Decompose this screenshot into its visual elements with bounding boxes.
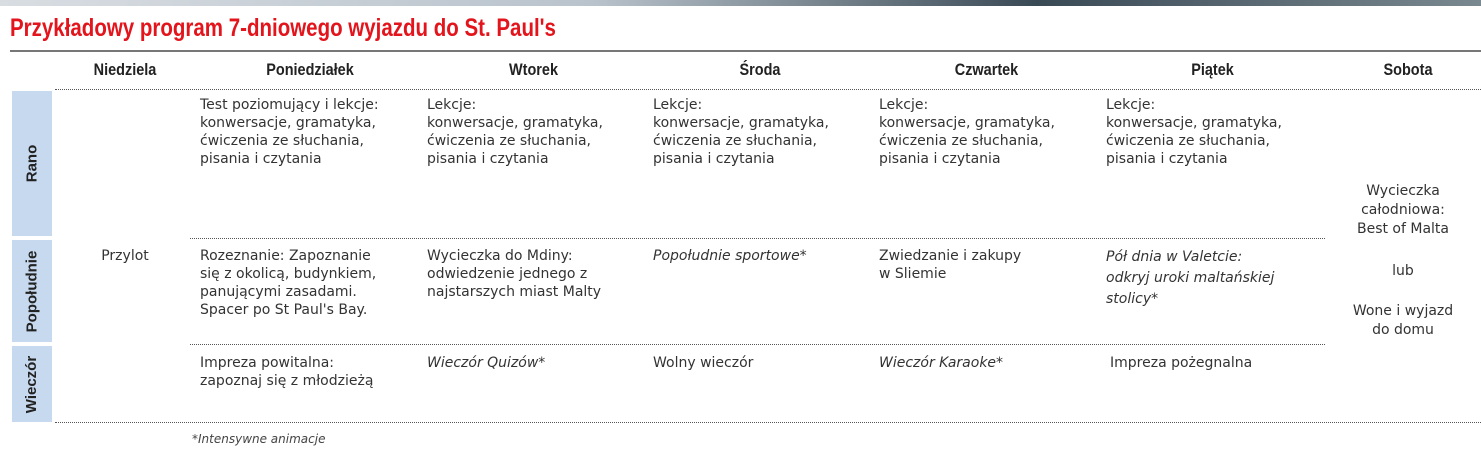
footnote: *Intensywne animacje bbox=[192, 432, 326, 446]
cell-pop-sr: Popołudnie sportowe* bbox=[653, 248, 807, 264]
header-sobota: Sobota bbox=[1383, 60, 1433, 79]
cell-pop-pon: Rozeznanie: Zapoznanie się z okolicą, bu… bbox=[200, 248, 377, 318]
row-divider bbox=[55, 422, 1481, 423]
cell-pop-pt: Pół dnia w Valetcie: odkryj uroki maltań… bbox=[1106, 249, 1275, 307]
cell-wiecz-pt: Impreza pożegnalna bbox=[1110, 355, 1253, 371]
cell-pop-czw: Zwiedzanie i zakupy w Sliemie bbox=[879, 248, 1022, 282]
cell-rano-wt: Lekcje: konwersacje, gramatyka, ćwiczeni… bbox=[427, 97, 603, 167]
cell-pop-wt: Wycieczka do Mdiny: odwiedzenie jednego … bbox=[427, 248, 602, 300]
page-title: Przykładowy program 7-dniowego wyjazdu d… bbox=[10, 14, 556, 42]
period-popoludnie: Popołudnie bbox=[12, 240, 52, 342]
cell-rano-pt: Lekcje: konwersacje, gramatyka, ćwiczeni… bbox=[1106, 97, 1282, 167]
cell-wiecz-pon: Impreza powitalna: zapoznaj się z młodzi… bbox=[200, 355, 374, 389]
cell-wiecz-sr: Wolny wieczór bbox=[653, 355, 754, 371]
header-poniedzialek: Poniedziałek bbox=[266, 60, 354, 79]
top-image-strip bbox=[0, 0, 1481, 6]
period-rano: Rano bbox=[12, 91, 52, 236]
row-divider bbox=[190, 238, 1325, 239]
header-sroda: Środa bbox=[739, 60, 781, 79]
period-wieczor: Wieczór bbox=[12, 346, 52, 422]
cell-rano-pon: Test poziomujący i lekcje: konwersacje, … bbox=[200, 97, 379, 167]
header-czwartek: Czwartek bbox=[954, 60, 1019, 79]
row-divider bbox=[190, 344, 1325, 345]
cell-rano-czw: Lekcje: konwersacje, gramatyka, ćwiczeni… bbox=[879, 97, 1055, 167]
header-piatek: Piątek bbox=[1191, 60, 1234, 79]
sunday-arrival: Przylot bbox=[101, 248, 149, 264]
title-rule bbox=[10, 50, 1481, 52]
row-divider bbox=[55, 89, 1481, 90]
saturday-trip: Wycieczka całodniowa: Best of Malta bbox=[1356, 183, 1449, 237]
saturday-departure: Wone i wyjazd do domu bbox=[1352, 303, 1454, 338]
cell-wiecz-wt: Wieczór Quizów* bbox=[427, 355, 546, 371]
header-wtorek: Wtorek bbox=[509, 60, 558, 79]
saturday-or: lub bbox=[1392, 263, 1414, 279]
cell-rano-sr: Lekcje: konwersacje, gramatyka, ćwiczeni… bbox=[653, 97, 829, 167]
cell-wiecz-czw: Wieczór Karaoke* bbox=[879, 355, 1004, 371]
header-niedziela: Niedziela bbox=[93, 60, 157, 79]
